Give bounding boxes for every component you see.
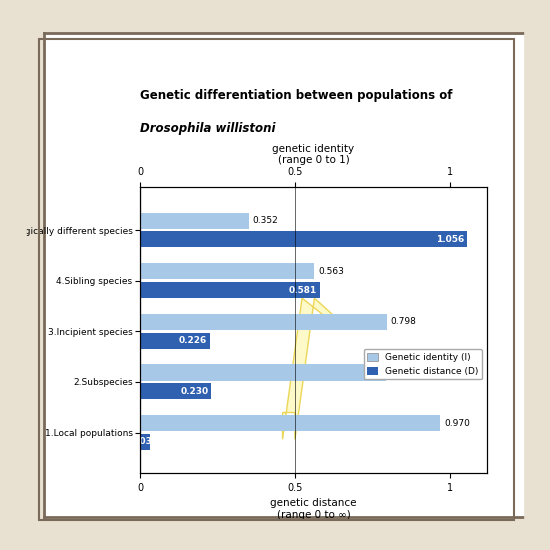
Text: 0.795: 0.795 — [390, 368, 416, 377]
X-axis label: genetic distance
(range 0 to ∞): genetic distance (range 0 to ∞) — [270, 498, 357, 520]
Bar — [140, 434, 150, 450]
Bar — [140, 232, 467, 248]
Bar — [140, 383, 211, 399]
Text: 0.226: 0.226 — [179, 336, 207, 345]
Bar — [140, 282, 320, 298]
Text: 1.056: 1.056 — [436, 235, 464, 244]
Text: Genetic differentiation between populations of: Genetic differentiation between populati… — [140, 89, 453, 102]
Bar — [140, 333, 210, 349]
Bar — [140, 314, 387, 330]
Text: 0.970: 0.970 — [444, 419, 470, 428]
Text: Drosophila willistoni: Drosophila willistoni — [140, 122, 276, 135]
Text: 0.230: 0.230 — [180, 387, 208, 396]
Bar — [140, 365, 386, 381]
Legend: Genetic identity (I), Genetic distance (D): Genetic identity (I), Genetic distance (… — [364, 349, 482, 379]
Text: 0.563: 0.563 — [318, 267, 344, 276]
Text: 0.798: 0.798 — [391, 317, 417, 326]
Bar — [140, 263, 315, 279]
Text: 0.352: 0.352 — [253, 216, 279, 225]
X-axis label: genetic identity
(range 0 to 1): genetic identity (range 0 to 1) — [272, 144, 355, 165]
Text: 0.031: 0.031 — [131, 437, 159, 447]
Bar — [140, 415, 441, 431]
Bar — [140, 212, 249, 229]
Text: 0.581: 0.581 — [289, 285, 317, 294]
Polygon shape — [283, 298, 336, 439]
